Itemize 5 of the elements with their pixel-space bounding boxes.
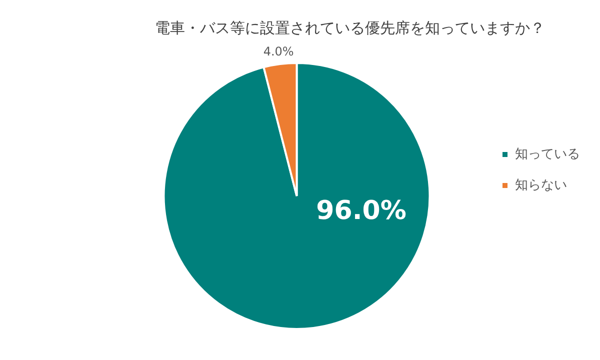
legend-label: 知っている — [515, 146, 580, 162]
legend-label: 知らない — [515, 178, 567, 193]
data-label: 4.0% — [263, 44, 294, 58]
data-label: 96.0% — [316, 196, 406, 226]
chart-title: 電車・バス等に設置されている優先席を知っていますか？ — [155, 18, 545, 37]
